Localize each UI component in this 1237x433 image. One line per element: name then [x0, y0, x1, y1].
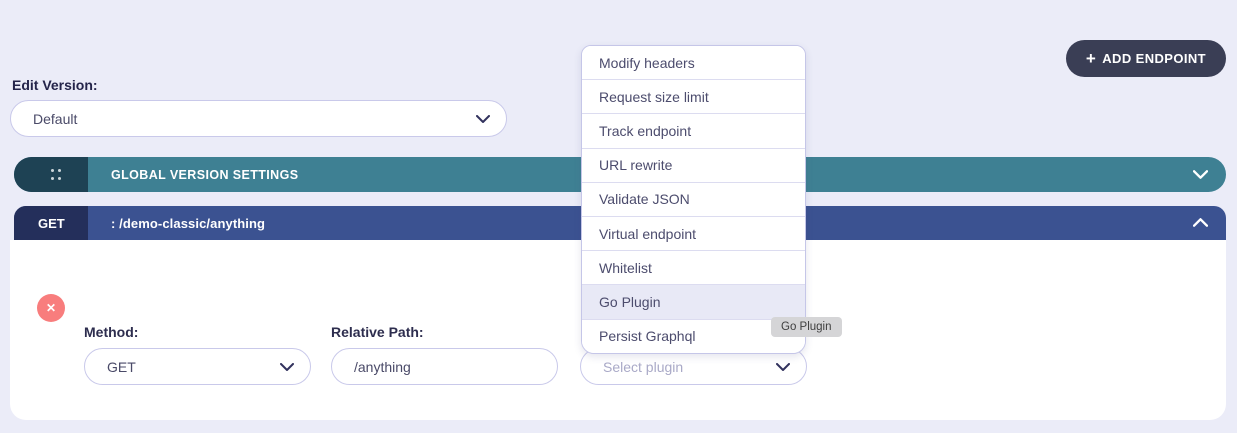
- edit-version-label: Edit Version:: [12, 77, 98, 93]
- relative-path-field: [331, 348, 558, 385]
- add-endpoint-button[interactable]: + ADD ENDPOINT: [1065, 40, 1226, 77]
- plugin-menu-item-label: Request size limit: [599, 88, 709, 105]
- global-settings-title: GLOBAL VERSION SETTINGS: [111, 167, 299, 182]
- plugin-menu-item[interactable]: Request size limit: [582, 79, 805, 114]
- plugin-menu-item[interactable]: URL rewrite: [582, 147, 805, 182]
- chevron-down-icon: [476, 110, 490, 128]
- method-select-value: GET: [107, 358, 136, 375]
- plugin-menu-item[interactable]: Virtual endpoint: [582, 215, 805, 251]
- plugin-menu-item-label: Go Plugin: [599, 293, 661, 310]
- drag-dots-icon: [51, 169, 61, 180]
- method-select[interactable]: GET: [84, 348, 311, 385]
- relative-path-label: Relative Path:: [331, 324, 424, 340]
- plugin-menu-item-label: Modify headers: [599, 54, 695, 71]
- x-icon: ✕: [45, 301, 57, 315]
- version-select-value: Default: [33, 110, 78, 127]
- plugin-select-placeholder: Select plugin: [603, 358, 684, 375]
- plus-icon: +: [1085, 48, 1097, 68]
- go-plugin-tooltip: Go Plugin: [771, 317, 842, 337]
- plugin-menu-item[interactable]: Whitelist: [582, 250, 805, 285]
- plugin-dropdown-menu: Modify headers Request size limit Track …: [581, 45, 806, 354]
- plugin-menu-item[interactable]: Go Plugin: [582, 284, 805, 319]
- method-label: Method:: [84, 324, 139, 340]
- add-endpoint-label: ADD ENDPOINT: [1102, 51, 1206, 66]
- endpoint-method-badge: GET: [14, 206, 88, 240]
- version-select[interactable]: Default: [10, 100, 507, 137]
- remove-endpoint-button[interactable]: ✕: [37, 294, 65, 322]
- plugin-menu-item-label: URL rewrite: [599, 157, 673, 174]
- plugin-menu-item[interactable]: Track endpoint: [582, 113, 805, 148]
- plugin-menu-item[interactable]: Persist Graphql: [582, 318, 805, 353]
- plugin-menu-item-label: Whitelist: [599, 259, 652, 276]
- chevron-up-icon: [1192, 214, 1209, 232]
- plugin-menu-item-label: Virtual endpoint: [599, 225, 697, 242]
- chevron-down-icon: [1192, 166, 1209, 184]
- plugin-menu-item-label: Persist Graphql: [599, 328, 696, 345]
- plugin-menu-item[interactable]: Modify headers: [582, 46, 805, 80]
- relative-path-input[interactable]: [331, 348, 558, 385]
- chevron-down-icon: [280, 358, 294, 376]
- plugin-menu-item[interactable]: Validate JSON: [582, 181, 805, 216]
- drag-handle[interactable]: [14, 157, 88, 192]
- plugin-menu-item-label: Validate JSON: [599, 191, 690, 208]
- plugin-menu-item-label: Track endpoint: [599, 122, 692, 139]
- chevron-down-icon: [776, 358, 790, 376]
- endpoint-path-title: : /demo-classic/anything: [111, 215, 266, 231]
